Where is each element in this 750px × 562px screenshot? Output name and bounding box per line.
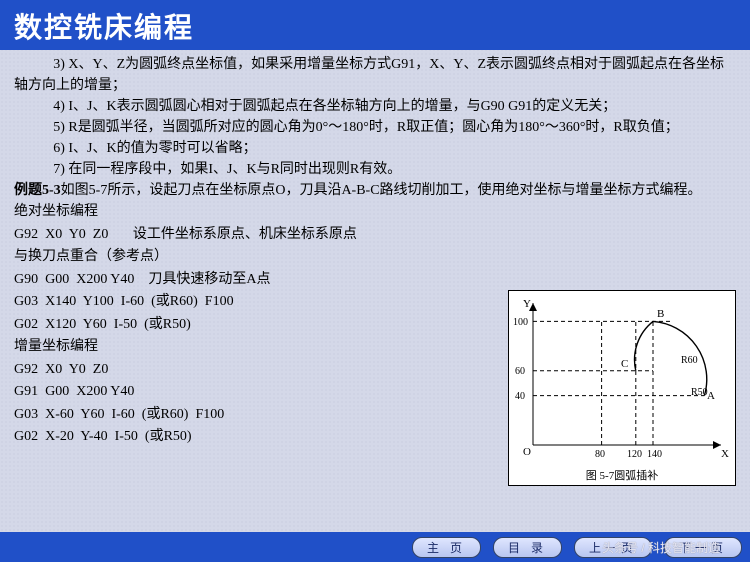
next-button[interactable]: 下一页	[664, 537, 742, 558]
code-line: G02 X-20 Y-40 I-50 (或R50)	[14, 426, 374, 448]
xtick: 120	[627, 449, 642, 460]
slide-page: 数控铣床编程 3) X、Y、Z为圆弧终点坐标值，如果采用增量坐标方式G91，X、…	[0, 0, 750, 562]
para-6: 6) I、J、K的值为零时可以省略；	[14, 138, 736, 159]
para-3: 3) X、Y、Z为圆弧终点坐标值，如果采用增量坐标方式G91，X、Y、Z表示圆弧…	[14, 54, 736, 96]
xtick: 140	[647, 449, 662, 460]
page-title: 数控铣床编程	[0, 0, 750, 50]
abs-heading: 绝对坐标编程	[14, 201, 736, 222]
origin-label: O	[523, 446, 531, 458]
nav-bar: 主 页 目 录 上一页 下一页	[0, 532, 750, 562]
para-5: 5) R是圆弧半径，当圆弧所对应的圆心角为0°～180°时，R取正值；圆心角为1…	[14, 117, 736, 138]
arc-diagram-svg: R60 R50 A B C O X Y 40 60 100 80 120 140	[513, 295, 731, 465]
x-axis-label: X	[721, 448, 729, 460]
example-text: 如图5-7所示，设起刀点在坐标原点O，刀具沿A-B-C路线切削加工，使用绝对坐标…	[61, 183, 702, 198]
code-line: G91 G00 X200 Y40	[14, 381, 374, 403]
pt-B: B	[657, 308, 664, 320]
prev-button[interactable]: 上一页	[574, 537, 652, 558]
abs-code-block: G92 X0 Y0 Z0 设工件坐标系原点、机床坐标系原点 与换刀点重合（参考点…	[14, 224, 374, 336]
code-line: 与换刀点重合（参考点）	[14, 246, 374, 268]
toc-button[interactable]: 目 录	[493, 537, 562, 558]
figure-caption: 图 5-7圆弧插补	[513, 467, 731, 483]
xtick: 80	[595, 449, 605, 460]
r60-label: R60	[681, 355, 698, 366]
pt-C: C	[621, 358, 628, 370]
y-axis-label: Y	[523, 298, 531, 310]
ytick: 100	[513, 317, 528, 328]
home-button[interactable]: 主 页	[412, 537, 481, 558]
code-line: G92 X0 Y0 Z0	[14, 359, 374, 381]
example-label: 例题5-3	[14, 183, 61, 198]
inc-code-block: G92 X0 Y0 Z0 G91 G00 X200 Y40 G03 X-60 Y…	[14, 359, 374, 449]
pt-A: A	[707, 390, 715, 402]
figure-5-7: R60 R50 A B C O X Y 40 60 100 80 120 140…	[508, 290, 736, 486]
para-4: 4) I、J、K表示圆弧圆心相对于圆弧起点在各坐标轴方向上的增量，与G90 G9…	[14, 96, 736, 117]
code-line: G90 G00 X200 Y40 刀具快速移动至A点	[14, 269, 374, 291]
code-line: G03 X-60 Y60 I-60 (或R60) F100	[14, 404, 374, 426]
code-line: G02 X120 Y60 I-50 (或R50)	[14, 314, 374, 336]
para-7: 7) 在同一程序段中，如果I、J、K与R同时出现则R有效。	[14, 159, 736, 180]
code-line: G92 X0 Y0 Z0 设工件坐标系原点、机床坐标系原点	[14, 224, 374, 246]
example-block: 例题5-3如图5-7所示，设起刀点在坐标原点O，刀具沿A-B-C路线切削加工，使…	[14, 180, 736, 201]
r50-label: R50	[691, 387, 708, 398]
ytick: 60	[515, 366, 525, 377]
ytick: 40	[515, 391, 525, 402]
code-line: G03 X140 Y100 I-60 (或R60) F100	[14, 291, 374, 313]
